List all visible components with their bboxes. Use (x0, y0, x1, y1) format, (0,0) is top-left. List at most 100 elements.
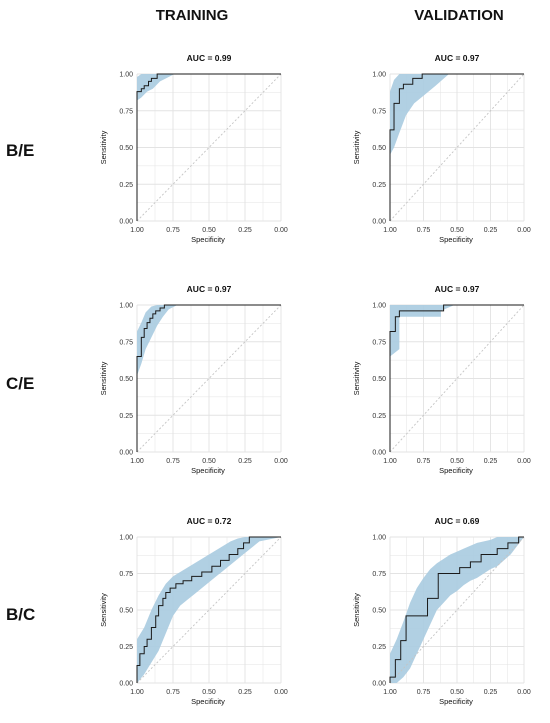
y-tick-label: 0.75 (372, 339, 386, 346)
x-tick-label: 0.75 (166, 458, 180, 465)
confidence-band (137, 74, 281, 101)
row-header-ce: C/E (6, 374, 34, 393)
y-tick-label: 0.75 (119, 339, 133, 346)
confidence-band (390, 74, 524, 155)
y-tick-label: 0.00 (119, 219, 133, 226)
x-tick-label: 0.25 (484, 227, 498, 234)
y-tick-label: 0.50 (372, 608, 386, 615)
roc-curve (389, 304, 524, 452)
y-tick-label: 1.00 (119, 303, 133, 310)
x-tick-label: 0.00 (274, 458, 288, 465)
roc-panel-6: AUC = 0.69 0.00 0.25 0.50 0.75 1.00 1.00 0.75 0.… (352, 516, 531, 706)
y-tick-label: 1.00 (119, 535, 133, 542)
y-tick-label: 1.00 (372, 535, 386, 542)
x-axis-label: Specificity (439, 466, 473, 475)
y-tick-label: 0.50 (119, 145, 133, 152)
y-tick-label: 0.00 (372, 681, 386, 688)
x-tick-label: 0.75 (166, 689, 180, 696)
x-tick-label: 1.00 (383, 689, 397, 696)
panel-title: AUC = 0.72 (187, 516, 232, 526)
y-tick-label: 1.00 (119, 72, 133, 79)
roc-panel-5: AUC = 0.72 0.00 0.25 0.50 0.75 1.00 1.00 0.75 0.… (99, 516, 288, 706)
grid (389, 304, 525, 453)
y-tick-label: 0.25 (372, 182, 386, 189)
x-tick-label: 0.50 (450, 689, 464, 696)
y-tick-label: 0.50 (119, 376, 133, 383)
y-tick-label: 0.75 (119, 108, 133, 115)
roc-panel-2: AUC = 0.97 0.00 0.25 0.50 0.75 1.00 1.00 0.75 0.… (352, 53, 531, 244)
roc-panel-1: AUC = 0.99 0.00 0.25 0.50 0.75 1.00 1.00 0.75 0.… (99, 53, 288, 244)
x-tick-label: 0.00 (517, 227, 531, 234)
confidence-band (390, 305, 524, 357)
x-tick-label: 0.25 (238, 689, 252, 696)
roc-curve (389, 536, 524, 683)
x-tick-label: 0.00 (517, 458, 531, 465)
confidence-band (137, 305, 281, 376)
y-axis-label: Sensitivity (99, 361, 108, 395)
y-tick-label: 1.00 (372, 72, 386, 79)
x-axis-label: Specificity (191, 697, 225, 706)
y-tick-label: 0.75 (119, 571, 133, 578)
x-tick-label: 1.00 (130, 458, 144, 465)
panel-title: AUC = 0.97 (187, 284, 232, 294)
x-tick-label: 0.25 (484, 689, 498, 696)
y-tick-label: 0.75 (372, 571, 386, 578)
roc-curve (389, 73, 524, 221)
y-tick-label: 0.25 (119, 644, 133, 651)
chance-diagonal (389, 304, 525, 453)
y-tick-label: 0.00 (119, 681, 133, 688)
y-axis-label: Sensitivity (352, 593, 361, 627)
y-axis-label: Sensitivity (99, 593, 108, 627)
x-tick-label: 0.75 (166, 227, 180, 234)
y-tick-label: 1.00 (372, 303, 386, 310)
x-tick-label: 0.50 (202, 689, 216, 696)
column-header-training: TRAINING (156, 7, 229, 24)
y-axis-label: Sensitivity (352, 130, 361, 164)
roc-panel-4: AUC = 0.97 0.00 0.25 0.50 0.75 1.00 1.00 0.75 0.… (352, 284, 531, 475)
roc-curve (136, 304, 281, 452)
x-tick-label: 0.00 (517, 689, 531, 696)
chance-diagonal (389, 536, 525, 684)
confidence-band (390, 537, 524, 683)
confidence-band (137, 537, 281, 683)
column-header-validation: VALIDATION (414, 7, 503, 24)
x-tick-label: 0.25 (238, 227, 252, 234)
x-tick-label: 0.75 (417, 227, 431, 234)
x-axis-label: Specificity (439, 697, 473, 706)
x-tick-label: 0.50 (450, 227, 464, 234)
x-tick-label: 0.50 (202, 227, 216, 234)
roc-panels: AUC = 0.99 0.00 0.25 0.50 0.75 1.00 1.00 0.75 0.… (99, 53, 531, 706)
row-header-be: B/E (6, 141, 34, 160)
y-tick-label: 0.75 (372, 108, 386, 115)
x-tick-label: 1.00 (130, 689, 144, 696)
roc-panel-3: AUC = 0.97 0.00 0.25 0.50 0.75 1.00 1.00 0.75 0.… (99, 284, 288, 475)
y-tick-label: 0.50 (372, 376, 386, 383)
grid (136, 304, 282, 453)
x-tick-label: 0.25 (238, 458, 252, 465)
row-header-bc: B/C (6, 605, 35, 624)
x-tick-label: 1.00 (383, 227, 397, 234)
x-tick-label: 0.50 (450, 458, 464, 465)
x-tick-label: 0.75 (417, 458, 431, 465)
panel-title: AUC = 0.99 (187, 53, 232, 63)
y-tick-label: 0.00 (372, 219, 386, 226)
panel-title: AUC = 0.97 (435, 53, 480, 63)
y-tick-label: 0.50 (372, 145, 386, 152)
roc-curve (136, 73, 281, 221)
chance-diagonal (389, 73, 525, 222)
y-tick-label: 0.00 (119, 450, 133, 457)
x-tick-label: 0.25 (484, 458, 498, 465)
roc-curve (136, 536, 281, 683)
panel-title: AUC = 0.69 (435, 516, 480, 526)
y-axis-label: Sensitivity (352, 361, 361, 395)
y-tick-label: 0.50 (119, 608, 133, 615)
y-tick-label: 0.00 (372, 450, 386, 457)
x-axis-label: Specificity (439, 235, 473, 244)
x-axis-label: Specificity (191, 466, 225, 475)
x-tick-label: 1.00 (130, 227, 144, 234)
y-tick-label: 0.25 (372, 413, 386, 420)
x-tick-label: 1.00 (383, 458, 397, 465)
y-axis-label: Sensitivity (99, 130, 108, 164)
y-tick-label: 0.25 (119, 413, 133, 420)
